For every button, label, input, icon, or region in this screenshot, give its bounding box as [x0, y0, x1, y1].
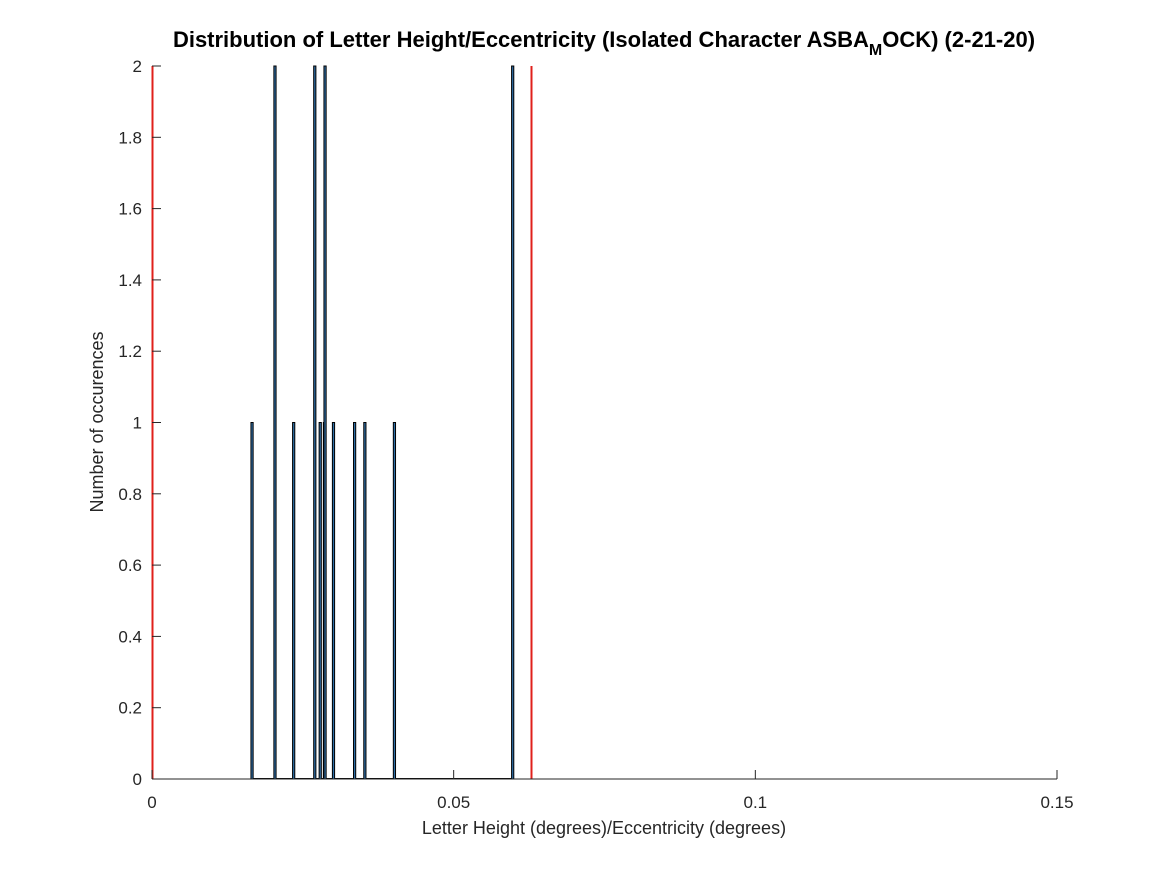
y-axis-label: Number of occurences	[87, 331, 107, 512]
x-axis-ticks: 0 0.05 0.1 0.15	[147, 770, 1074, 812]
x-tick-label: 0.1	[744, 793, 768, 812]
plot-area	[151, 65, 533, 780]
x-tick-label: 0	[147, 793, 156, 812]
histogram-bar	[511, 65, 515, 780]
y-tick-label: 1.4	[118, 271, 142, 290]
chart-title-subscript: M	[869, 42, 882, 59]
y-tick-label: 0.4	[118, 627, 142, 646]
histogram-bar	[250, 422, 254, 780]
histogram-bar	[363, 422, 367, 780]
x-tick-label: 0.05	[437, 793, 470, 812]
histogram-bar	[323, 65, 327, 780]
y-tick-label: 1.6	[118, 200, 142, 219]
y-tick-label: 1.8	[118, 128, 142, 147]
histogram-bar	[331, 422, 336, 780]
y-tick-label: 0.6	[118, 556, 142, 575]
y-tick-label: 0	[133, 770, 142, 789]
y-tick-label: 0.2	[118, 699, 142, 718]
histogram-bar	[292, 422, 296, 780]
y-tick-label: 1	[133, 414, 142, 433]
histogram-bar	[353, 422, 357, 780]
histogram-bar	[392, 422, 397, 780]
y-tick-label: 0.8	[118, 485, 142, 504]
chart-title: Distribution of Letter Height/Eccentrici…	[173, 27, 1035, 59]
y-axis-ticks: 0 0.2 0.4 0.6 0.8 1 1.2 1.4 1.6 1.8 2	[118, 57, 161, 789]
x-axis-label: Letter Height (degrees)/Eccentricity (de…	[422, 818, 786, 838]
chart-title-main: Distribution of Letter Height/Eccentrici…	[173, 27, 869, 52]
histogram-bar	[313, 65, 317, 780]
x-tick-label: 0.15	[1040, 793, 1073, 812]
histogram-bar	[273, 65, 277, 780]
histogram-bar	[318, 422, 322, 780]
y-tick-label: 2	[133, 57, 142, 76]
y-tick-label: 1.2	[118, 342, 142, 361]
chart-title-tail: OCK) (2-21-20)	[882, 27, 1035, 52]
